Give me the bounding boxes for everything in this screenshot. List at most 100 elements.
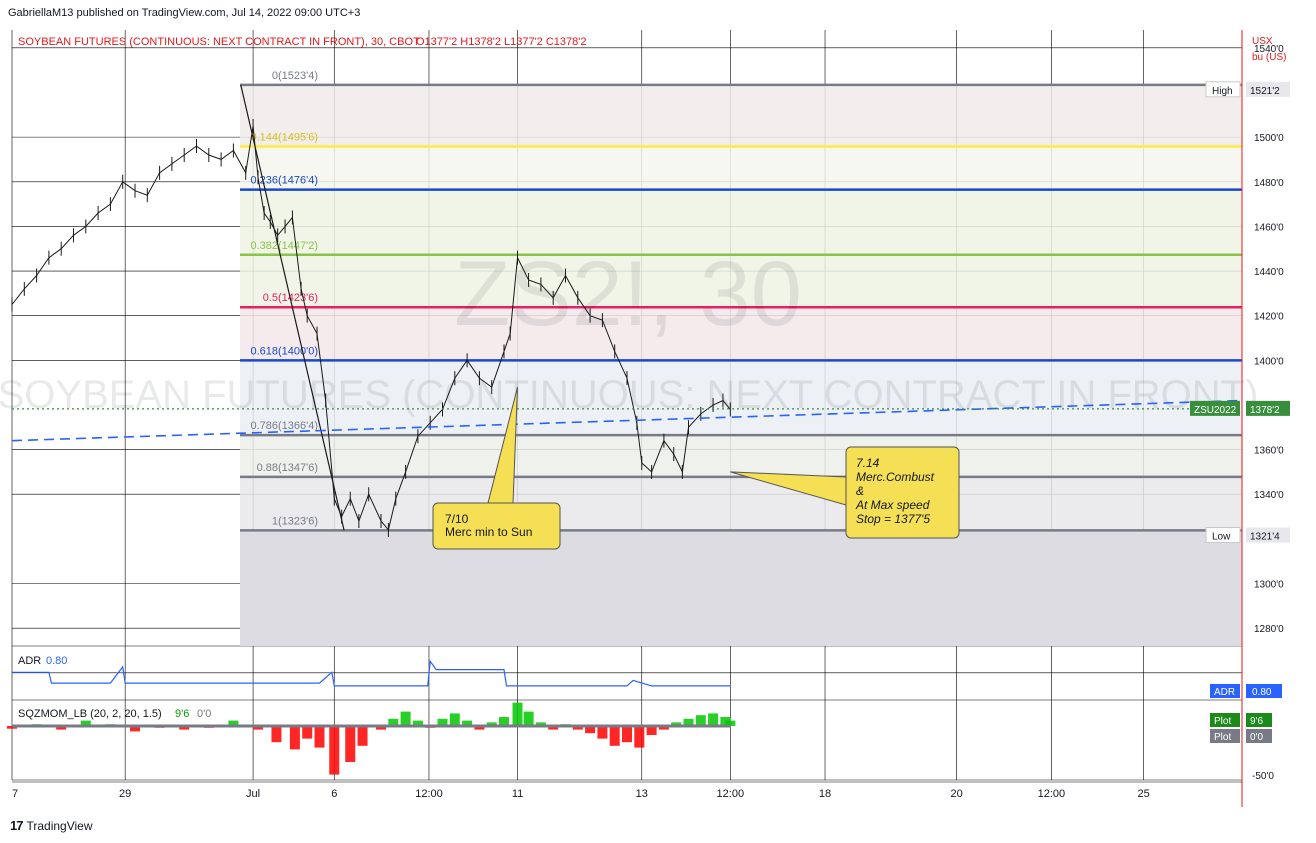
sqzmom-bar-41 bbox=[658, 726, 669, 730]
sqzmom-bar-21 bbox=[412, 720, 423, 726]
sqzmom-bar-28 bbox=[499, 717, 509, 726]
adr-badge-value: 0.80 bbox=[1252, 687, 1272, 698]
sqzmom-bar-5 bbox=[130, 726, 140, 732]
low-value-bg bbox=[1246, 527, 1290, 543]
sqzmom-bar-37 bbox=[609, 726, 620, 746]
y-tick-label-9: 1300'0 bbox=[1254, 580, 1284, 591]
plot-badge2-value-bg bbox=[1246, 729, 1272, 743]
current-value-bg bbox=[1246, 400, 1290, 416]
y-tick-label-8: 1340'0 bbox=[1254, 490, 1284, 501]
sqzmom-bar-34 bbox=[572, 726, 583, 730]
y-tick-label-1: 1500'0 bbox=[1254, 133, 1284, 144]
tradingview-logo-text: TradingView bbox=[26, 818, 93, 833]
note-714-line-2: & bbox=[856, 484, 864, 498]
high-tag-bg bbox=[1205, 81, 1241, 98]
indicator-panes: ADR 0.80 SQZMOM_LB (20, 2, 20, 1.5) 9'6 0'0 bbox=[7, 655, 736, 775]
note-710-box bbox=[432, 502, 561, 550]
sqzmom-bar-39 bbox=[634, 726, 645, 748]
y-tick-label-5: 1420'0 bbox=[1254, 312, 1284, 323]
fib-retracement: 0(1523'4) 0.144(1495'6) 0.236(1476'4) 0.382… bbox=[240, 70, 1242, 646]
axis-unit: bu (US) bbox=[1252, 52, 1286, 63]
fib-band-0.88 bbox=[240, 476, 1242, 531]
x-tick-label-8: 18 bbox=[819, 788, 831, 800]
adr-badge-value-bg bbox=[1246, 684, 1282, 698]
sqzmom-bar-18 bbox=[376, 726, 386, 730]
x-tick-label-6: 13 bbox=[636, 788, 648, 800]
fib-label-0.618: 0.618(1400'0) bbox=[250, 345, 318, 357]
dashed-trendline bbox=[11, 399, 1243, 442]
sqzmom-bar-32 bbox=[548, 726, 559, 730]
current-symbol: ZSU2022 bbox=[1194, 405, 1237, 416]
fib-band-0.236 bbox=[240, 189, 1242, 255]
low-value: 1321'4 bbox=[1250, 532, 1280, 543]
fib-band-0.618 bbox=[240, 360, 1242, 436]
sqzmom-bar-29 bbox=[512, 702, 523, 726]
sqzmom-bar-27 bbox=[486, 722, 497, 726]
y-tick-label-2: 1480'0 bbox=[1254, 178, 1284, 189]
plot-badge2-bg bbox=[1210, 729, 1240, 743]
fib-band-0.5 bbox=[240, 307, 1242, 361]
down-trendline bbox=[240, 84, 345, 531]
note-710-line-1: Merc min to Sun bbox=[445, 525, 532, 539]
fib-label-0.144: 0.144(1495'6) bbox=[250, 132, 318, 144]
sqzmom-bar-10 bbox=[253, 726, 263, 730]
tradingview-logo-icon: 17 bbox=[10, 818, 24, 833]
fib-band-0.786 bbox=[240, 435, 1242, 477]
chart-title: SOYBEAN FUTURES (CONTINUOUS: NEXT CONTRA… bbox=[18, 36, 420, 48]
fib-label-0.786: 0.786(1366'4) bbox=[250, 420, 318, 432]
low-tag-bg bbox=[1205, 527, 1241, 544]
sqzmom-bar-9 bbox=[228, 720, 239, 726]
note-714-line-4: Stop = 1377'5 bbox=[856, 512, 930, 526]
sqzmom-bar-19 bbox=[388, 718, 399, 726]
x-tick-label-0: 7 bbox=[12, 788, 18, 800]
adr-value: 0.80 bbox=[46, 655, 67, 667]
sqzmom-bar-42 bbox=[671, 722, 682, 726]
sqzmom-bar-16 bbox=[345, 726, 356, 762]
y-tick-label-0: 1540'0 bbox=[1254, 44, 1284, 55]
watermark-layer: ZS2!, 30 SOYBEAN FUTURES (CONTINUOUS: NEX… bbox=[0, 243, 1258, 417]
tradingview-logo[interactable]: 17 TradingView bbox=[10, 818, 93, 833]
x-tick-label-4: 12:00 bbox=[415, 788, 443, 800]
high-value: 1521'2 bbox=[1250, 86, 1280, 97]
published-by-text: GabriellaM13 published on TradingView.co… bbox=[8, 7, 361, 19]
sqzmom-bar-31 bbox=[535, 722, 546, 726]
sqzmom-bar-14 bbox=[314, 726, 325, 748]
plot-badge2-value: 0'0 bbox=[1250, 732, 1263, 743]
x-tick-label-11: 25 bbox=[1137, 788, 1149, 800]
drawing-lines bbox=[11, 84, 1243, 531]
x-tick-label-10: 12:00 bbox=[1038, 788, 1066, 800]
sqzmom-value1: 9'6 bbox=[175, 708, 189, 720]
fib-label-0.236: 0.236(1476'4) bbox=[250, 175, 318, 187]
price-line bbox=[11, 125, 731, 531]
note-714-line-0: 7.14 bbox=[856, 456, 880, 470]
sqzmom-bar-45 bbox=[708, 713, 719, 726]
x-tick-label-7: 12:00 bbox=[717, 788, 745, 800]
x-tick-label-2: Jul bbox=[246, 788, 260, 800]
axes-layer: USX bu (US)1540'0 1500'0 1480'0 1460'0 1440'0… bbox=[12, 30, 1290, 807]
sqzmom-bar-43 bbox=[683, 718, 694, 726]
sqzmom-bar-40 bbox=[646, 726, 657, 735]
sqzmom-bar-35 bbox=[585, 726, 596, 734]
adr-line bbox=[12, 659, 731, 687]
fib-label-0.88: 0.88(1347'6) bbox=[257, 462, 318, 474]
sqzmom-bar-17 bbox=[357, 726, 368, 746]
y-tick-label-3: 1460'0 bbox=[1254, 222, 1284, 233]
adr-title: ADR bbox=[18, 655, 41, 667]
fib-band-below bbox=[240, 530, 1242, 646]
sqzmom-bar-12 bbox=[289, 726, 300, 750]
sqzmom-bar-20 bbox=[400, 711, 411, 726]
note-710-line-0: 7/10 bbox=[445, 512, 469, 526]
sqzmom-bar-23 bbox=[437, 718, 448, 726]
current-value: 1378'2 bbox=[1250, 405, 1280, 416]
sqzmom-bar-25 bbox=[462, 720, 473, 726]
sqzmom-value2: 0'0 bbox=[197, 708, 211, 720]
plot-badge1-bg bbox=[1210, 713, 1240, 727]
y-tick-label-6: 1400'0 bbox=[1254, 356, 1284, 367]
sqzmom-bar-2 bbox=[56, 726, 67, 730]
y-tick-label-10: 1280'0 bbox=[1254, 624, 1284, 635]
sqzmom-bar-15 bbox=[329, 726, 340, 775]
sqzmom-bar-11 bbox=[271, 726, 282, 743]
sqzmom-bar-47 bbox=[725, 720, 736, 726]
